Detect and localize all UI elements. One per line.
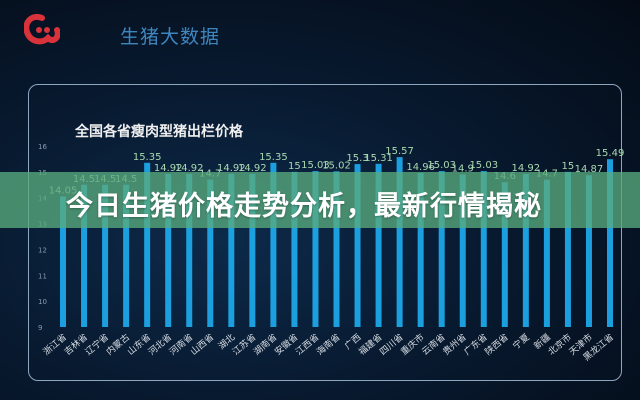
- bar: [585, 175, 592, 327]
- bar: [459, 174, 466, 327]
- brand-name: 生猪大数据: [120, 26, 221, 48]
- brand-logo-icon: [24, 14, 60, 45]
- bar: [543, 179, 550, 327]
- category-label: 宁夏: [510, 331, 532, 352]
- category-label: 山西省: [188, 331, 216, 358]
- data-label: 14.9: [452, 163, 474, 174]
- data-label: 15.57: [385, 146, 414, 157]
- bar: [333, 171, 340, 327]
- y-tick-label: 10: [38, 298, 47, 306]
- chart-panel: [28, 84, 622, 381]
- data-label: 14.92: [512, 163, 541, 174]
- data-label: 15.03: [427, 160, 456, 171]
- data-label: 14.96: [406, 162, 435, 173]
- category-label: 陕西省: [482, 331, 510, 358]
- category-label: 海南省: [314, 331, 342, 358]
- data-label: 15.35: [133, 152, 162, 163]
- chart-title: 全国各省瘦肉型猪出栏价格: [75, 124, 243, 140]
- bar: [607, 159, 613, 327]
- data-label: 15.03: [469, 160, 498, 171]
- headline-banner: [0, 172, 640, 228]
- data-label: 15.03: [301, 160, 330, 171]
- bar: [564, 171, 571, 327]
- bar: [81, 184, 88, 327]
- data-label: 15.31: [364, 153, 393, 164]
- bar: [102, 184, 109, 327]
- data-label: 14.92: [154, 163, 183, 174]
- data-label: 14.92: [175, 163, 204, 174]
- bar: [60, 196, 66, 327]
- bar: [417, 172, 424, 327]
- data-label: 15.49: [596, 148, 625, 159]
- bar: [207, 179, 214, 327]
- data-label: 15: [562, 161, 575, 172]
- data-label: 14.87: [575, 164, 604, 175]
- data-label: 15.3: [346, 153, 368, 164]
- y-tick-label: 16: [38, 143, 47, 151]
- bar: [312, 171, 319, 327]
- bar: [249, 173, 256, 327]
- bar: [522, 173, 529, 327]
- y-tick-label: 11: [38, 272, 47, 280]
- bar: [438, 171, 445, 327]
- bar: [354, 164, 361, 327]
- data-label: 14.92: [238, 163, 267, 174]
- bar: [228, 173, 235, 327]
- data-label: 14.92: [217, 163, 246, 174]
- bar: [270, 162, 277, 327]
- bar: [480, 171, 487, 327]
- bar: [501, 182, 508, 327]
- data-label: 15.02: [322, 160, 351, 171]
- bar: [291, 171, 298, 327]
- bar: [186, 173, 193, 327]
- bar: [123, 184, 130, 327]
- bar: [165, 173, 172, 327]
- bar: [396, 157, 403, 327]
- data-label: 15.35: [259, 152, 288, 163]
- data-label: 15: [288, 161, 301, 172]
- y-tick-label: 9: [38, 324, 42, 332]
- headline: 今日生猪价格走势分析，最新行情揭秘: [66, 191, 542, 222]
- y-tick-label: 12: [38, 246, 47, 254]
- bar: [144, 162, 151, 327]
- bar: [375, 163, 382, 327]
